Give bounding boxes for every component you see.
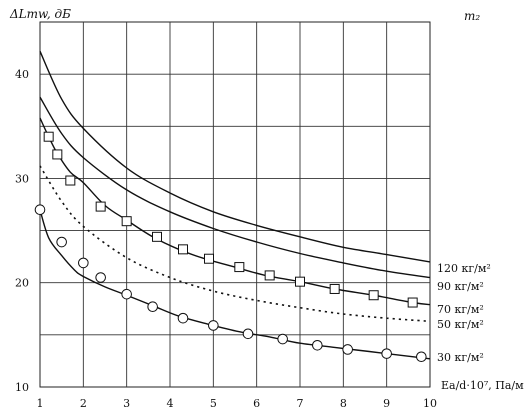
square-marker [52, 149, 63, 160]
circle-marker [56, 236, 67, 248]
circle-marker [121, 288, 132, 300]
square-marker [43, 131, 54, 142]
circle-marker [242, 328, 254, 340]
x-tick-label: 9 [383, 397, 390, 410]
circle-marker [312, 339, 323, 351]
square-marker [121, 216, 132, 227]
tick-labels: 1 2 3 4 5 6 7 8 9 10 10 20 30 40 [15, 68, 437, 410]
circle-marker [177, 312, 189, 324]
square-marker [407, 297, 418, 308]
x-axis-label: Ea/d·10⁷, Па/м [441, 379, 524, 392]
square-marker [329, 283, 340, 294]
x-tick-label: 4 [167, 397, 174, 410]
square-marker [65, 175, 76, 186]
y-tick-label: 10 [15, 381, 29, 394]
circle-marker [416, 351, 427, 363]
circle-marker [95, 272, 106, 283]
square-marker [95, 201, 106, 212]
x-tick-label: 2 [80, 397, 87, 410]
square-marker [152, 231, 162, 242]
series-label-50: 50 кг/м² [437, 318, 484, 331]
series-label-30: 30 кг/м² [437, 351, 484, 364]
x-tick-label: 1 [37, 397, 44, 410]
circle-marker [78, 257, 89, 269]
x-tick-label: 8 [340, 397, 347, 410]
square-marker [178, 244, 188, 255]
series-label-70: 70 кг/м² [437, 303, 484, 316]
x-tick-label: 3 [123, 397, 130, 410]
x-tick-label: 7 [297, 397, 304, 410]
square-marker [368, 290, 379, 301]
square-marker [204, 253, 214, 264]
circle-marker [208, 320, 219, 331]
circle-marker [147, 301, 158, 313]
circle-marker [277, 333, 288, 345]
circle-marker [34, 204, 46, 216]
markers [34, 131, 427, 363]
circle-marker [342, 344, 353, 355]
series-line-30 [39, 209, 431, 360]
y-axis-label: ΔLmw, дБ [9, 7, 71, 21]
circle-marker [381, 348, 392, 359]
series-line-90 [39, 96, 431, 279]
square-marker [295, 276, 305, 287]
square-marker [234, 262, 245, 273]
x-tick-label: 6 [253, 397, 260, 410]
y-tick-label: 30 [15, 172, 29, 185]
series-label-90: 90 кг/м² [437, 280, 484, 293]
legend-title: m₂ [464, 9, 480, 23]
series-line-50 [39, 165, 431, 323]
square-marker [264, 270, 275, 281]
y-tick-label: 20 [15, 277, 29, 290]
x-tick-label: 10 [423, 397, 437, 410]
y-tick-label: 40 [15, 68, 29, 81]
x-tick-label: 5 [210, 397, 217, 410]
series-label-120: 120 кг/м² [437, 262, 491, 275]
series-line-120 [39, 50, 431, 263]
